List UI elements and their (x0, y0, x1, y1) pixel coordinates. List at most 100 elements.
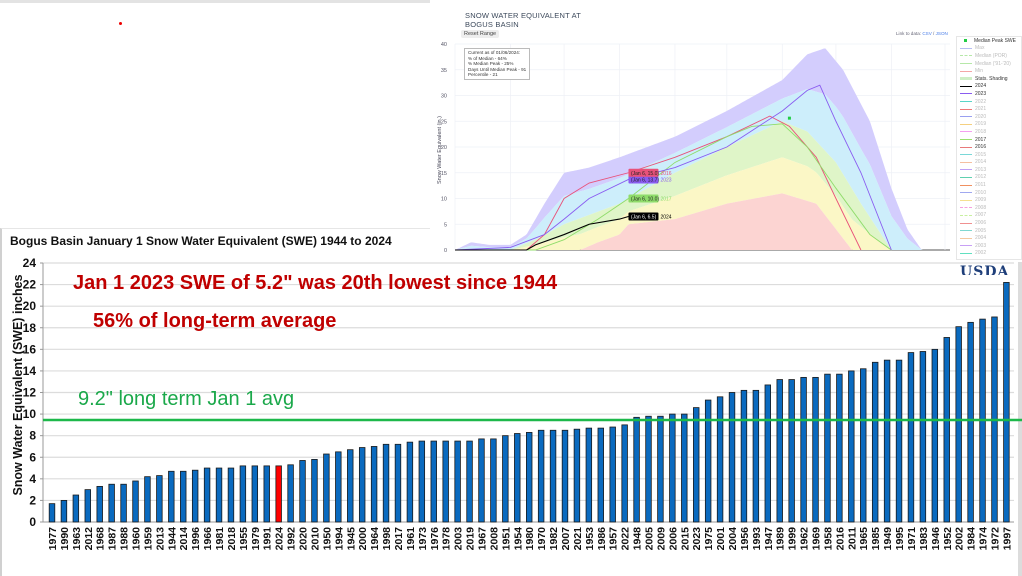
json-link[interactable]: JSON (935, 31, 948, 36)
legend-item[interactable]: 2018 (957, 128, 1021, 136)
reset-range-button[interactable]: Reset Range (461, 30, 500, 38)
legend-item[interactable]: Stats. Shading (957, 75, 1021, 83)
legend-marker-icon (964, 39, 967, 43)
y-tick-label: 22 (23, 278, 37, 292)
shading-lower-band (455, 157, 925, 250)
red-dot-marker (119, 22, 122, 25)
inset-y-tick-label: 20 (441, 145, 447, 151)
legend-item[interactable]: 2023 (957, 90, 1021, 98)
x-tick-label: 1977 (47, 527, 59, 551)
y-tick-label: 12 (23, 386, 37, 400)
legend-label: 2017 (975, 136, 987, 143)
bar-1998 (382, 443, 390, 523)
bar-1969 (812, 376, 819, 523)
legend-item[interactable]: 2008 (957, 204, 1021, 212)
shading-median-band (455, 121, 925, 250)
legend-label: Max (975, 45, 985, 52)
inset-title-line-2: BOGUS BASIN (465, 20, 519, 29)
legend-item[interactable]: Median Peak SWE (957, 37, 1021, 45)
legend-item[interactable]: 2015 (957, 151, 1021, 159)
bar-2013 (156, 475, 163, 523)
bar-2003 (454, 440, 461, 523)
y-tick-label: 6 (29, 450, 36, 464)
bar-2022 (621, 424, 628, 523)
legend-item[interactable]: 2017 (957, 136, 1021, 144)
x-tick-label: 1956 (739, 527, 751, 551)
legend-label: 2003 (975, 242, 987, 249)
y-tick-label: 4 (29, 472, 36, 486)
bar-2006 (669, 413, 676, 523)
legend-label: 2007 (975, 212, 987, 219)
legend-item[interactable]: 2006 (957, 219, 1021, 227)
legend-item[interactable]: Min (957, 67, 1021, 75)
x-tick-label: 1995 (894, 527, 906, 551)
bar-2020 (299, 460, 306, 523)
legend-label: 2011 (975, 182, 986, 189)
legend-item[interactable]: 2012 (957, 174, 1021, 182)
legend-swatch-icon (960, 93, 972, 95)
current-status-box: Current as of 01/06/2024: % of Median - … (464, 48, 531, 80)
legend-item[interactable]: 2009 (957, 196, 1021, 204)
bar-1978 (442, 440, 449, 523)
legend-item[interactable]: 2007 (957, 212, 1021, 220)
x-tick-label: 1987 (107, 527, 119, 551)
x-tick-label: 1986 (596, 527, 608, 551)
legend-label: 2016 (975, 144, 987, 151)
legend-item[interactable]: Median ('91-'20) (957, 60, 1021, 68)
legend-item[interactable]: Median (POR) (957, 52, 1021, 60)
legend-label: 2013 (975, 166, 987, 173)
legend-swatch-icon (960, 139, 972, 141)
x-tick-label: 1978 (441, 527, 453, 551)
bar-2004 (728, 392, 736, 523)
legend-item[interactable]: 2014 (957, 159, 1021, 167)
legend-label: 2023 (975, 90, 987, 97)
inset-y-tick-label: 15 (441, 171, 447, 177)
bar-1956 (740, 389, 748, 523)
bar-1994 (335, 451, 342, 523)
legend-swatch-icon (960, 47, 972, 49)
x-tick-label: 2021 (572, 527, 584, 551)
legend-label: Stats. Shading (975, 75, 1008, 82)
inset-y-tick-label: 10 (441, 197, 447, 203)
bar-2018 (227, 467, 235, 523)
legend-item[interactable]: 2016 (957, 143, 1021, 151)
legend-swatch-icon (960, 70, 972, 72)
hover-label-2017: (Jan 6, 10.0) 2017 (628, 194, 672, 203)
legend-item[interactable]: 2011 (957, 181, 1021, 189)
legend-item[interactable]: 2013 (957, 166, 1021, 174)
x-tick-label: 2013 (154, 527, 166, 551)
legend-swatch-icon (960, 237, 972, 239)
legend-item[interactable]: 2003 (957, 242, 1021, 250)
bar-1983 (919, 351, 927, 523)
legend-item[interactable]: 2021 (957, 105, 1021, 113)
bar-2001 (716, 396, 724, 523)
legend-item[interactable]: 2002 (957, 250, 1021, 258)
legend-item[interactable]: 2010 (957, 189, 1021, 197)
legend-item[interactable]: 2022 (957, 98, 1021, 106)
bar-1961 (406, 441, 414, 523)
x-tick-label: 1999 (787, 527, 799, 551)
x-tick-label: 1970 (536, 527, 548, 551)
bar-1949 (883, 359, 891, 523)
csv-link[interactable]: CSV (922, 31, 932, 36)
legend-item[interactable]: 2024 (957, 83, 1021, 91)
x-tick-label: 2000 (357, 527, 369, 551)
x-tick-label: 1991 (262, 527, 274, 551)
legend-item[interactable]: Max (957, 45, 1021, 53)
bar-1993 (752, 389, 760, 523)
legend-item[interactable]: 2005 (957, 227, 1021, 235)
link-separator: / (933, 31, 935, 36)
bar-1955 (239, 465, 247, 523)
legend-item[interactable]: 2004 (957, 234, 1021, 242)
legend-item[interactable]: 2019 (957, 121, 1021, 129)
legend-label: 2004 (975, 235, 987, 242)
legend-swatch-icon (960, 184, 972, 186)
x-tick-label: 1996 (190, 527, 202, 551)
legend-swatch-icon (960, 169, 972, 171)
bar-1944 (168, 470, 175, 523)
bar-1977 (48, 503, 56, 523)
bar-1976 (430, 440, 437, 523)
legend-label: Median (POR) (975, 52, 1007, 59)
inset-y-tick-label: 0 (444, 248, 447, 254)
legend-item[interactable]: 2020 (957, 113, 1021, 121)
